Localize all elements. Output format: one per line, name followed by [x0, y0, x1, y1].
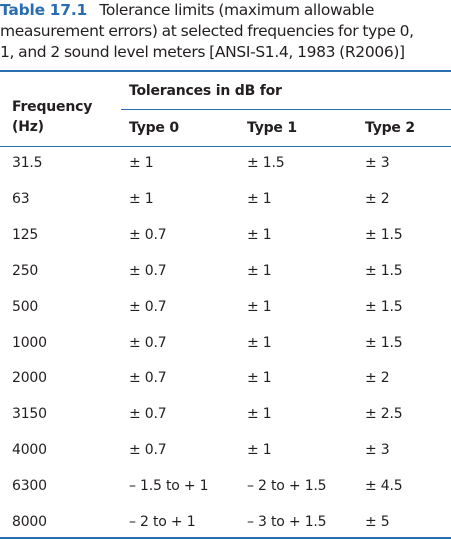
type1-cell: – 2 to + 1.5 [247, 478, 327, 494]
type2-cell: ± 1.5 [365, 299, 403, 315]
type2-cell: ± 1.5 [365, 263, 403, 279]
type2-cell: ± 2.5 [365, 406, 403, 422]
type2-cell: ± 1.5 [365, 335, 403, 351]
frequency-header-line2: (Hz) [12, 119, 44, 135]
type2-cell: ± 2 [365, 370, 390, 386]
table-top-rule [0, 70, 451, 72]
frequency-cell: 63 [12, 191, 30, 207]
type1-cell: – 3 to + 1.5 [247, 514, 327, 530]
frequency-cell: 8000 [12, 514, 47, 530]
column-header-type0: Type 0 [129, 120, 179, 136]
table-caption: Table 17.1 Tolerance limits (maximum all… [0, 0, 451, 63]
frequency-cell: 500 [12, 299, 39, 315]
type2-cell: ± 3 [365, 442, 390, 458]
type0-cell: ± 0.7 [129, 263, 167, 279]
type1-cell: ± 1.5 [247, 155, 285, 171]
type1-cell: ± 1 [247, 263, 272, 279]
column-header-type2: Type 2 [365, 120, 415, 136]
type0-cell: ± 0.7 [129, 299, 167, 315]
header-bottom-rule [0, 146, 451, 147]
type1-cell: ± 1 [247, 227, 272, 243]
tolerances-group-header: Tolerances in dB for [129, 83, 282, 99]
table-bottom-rule [0, 537, 451, 539]
type1-cell: ± 1 [247, 370, 272, 386]
type1-cell: ± 1 [247, 442, 272, 458]
type0-cell: ± 0.7 [129, 370, 167, 386]
type0-cell: ± 0.7 [129, 227, 167, 243]
type1-cell: ± 1 [247, 299, 272, 315]
frequency-cell: 1000 [12, 335, 47, 351]
frequency-cell: 6300 [12, 478, 47, 494]
frequency-cell: 250 [12, 263, 39, 279]
table-number: Table 17.1 [0, 1, 88, 19]
frequency-cell: 31.5 [12, 155, 43, 171]
type1-cell: ± 1 [247, 191, 272, 207]
column-header-type1: Type 1 [247, 120, 297, 136]
type2-cell: ± 3 [365, 155, 390, 171]
caption-line-2: measurement errors) at selected frequenc… [0, 22, 414, 40]
type2-cell: ± 2 [365, 191, 390, 207]
caption-text-1: Tolerance limits (maximum allowable [99, 1, 375, 19]
frequency-cell: 125 [12, 227, 39, 243]
type0-cell: ± 0.7 [129, 335, 167, 351]
type0-cell: ± 1 [129, 191, 154, 207]
type2-cell: ± 4.5 [365, 478, 403, 494]
type2-cell: ± 1.5 [365, 227, 403, 243]
type1-cell: ± 1 [247, 335, 272, 351]
type0-cell: ± 1 [129, 155, 154, 171]
frequency-cell: 3150 [12, 406, 47, 422]
frequency-header-line1: Frequency [12, 99, 93, 115]
group-header-rule [121, 109, 451, 110]
caption-line-1: Table 17.1 Tolerance limits (maximum all… [0, 0, 451, 21]
type0-cell: ± 0.7 [129, 406, 167, 422]
type0-cell: ± 0.7 [129, 442, 167, 458]
frequency-cell: 4000 [12, 442, 47, 458]
type2-cell: ± 5 [365, 514, 390, 530]
caption-line-3: 1, and 2 sound level meters [ANSI-S1.4, … [0, 43, 405, 61]
type0-cell: – 2 to + 1 [129, 514, 196, 530]
type1-cell: ± 1 [247, 406, 272, 422]
frequency-cell: 2000 [12, 370, 47, 386]
type0-cell: – 1.5 to + 1 [129, 478, 209, 494]
